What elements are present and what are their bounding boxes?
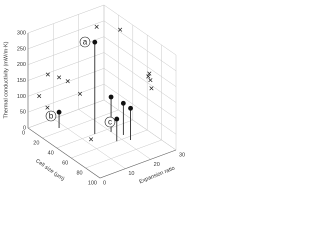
grid-line bbox=[53, 23, 126, 169]
annotation: a bbox=[83, 37, 88, 46]
z-axis-title: Thermal conductivity (mW/m·K) bbox=[3, 41, 9, 118]
point bbox=[89, 137, 94, 142]
annotation-badge bbox=[45, 110, 57, 122]
point bbox=[77, 91, 83, 96]
point bbox=[128, 105, 133, 111]
x-tick-label: 40 bbox=[48, 150, 54, 156]
grid-line bbox=[27, 4, 177, 56]
y-axis-title: Expansion ratio bbox=[138, 166, 175, 186]
point bbox=[37, 93, 42, 99]
grid-line bbox=[27, 99, 177, 151]
x-tick-label: 80 bbox=[76, 170, 82, 176]
point bbox=[118, 27, 123, 32]
annotation-badge bbox=[79, 36, 91, 48]
point bbox=[45, 105, 50, 110]
grid-line bbox=[103, 5, 177, 151]
annotation-badge bbox=[104, 116, 116, 128]
y-tick-label: 30 bbox=[179, 152, 185, 158]
grid-line bbox=[78, 14, 151, 160]
annotation: b bbox=[49, 111, 54, 120]
x-tick-label: 0 bbox=[22, 130, 25, 136]
point bbox=[92, 39, 98, 45]
x-tick-label: 60 bbox=[62, 160, 68, 166]
grid-line bbox=[27, 52, 177, 103]
point bbox=[108, 94, 114, 100]
point bbox=[146, 74, 151, 79]
x-axis-title: Cell size (μm) bbox=[34, 158, 65, 182]
z-tick-label: 300 bbox=[17, 30, 26, 36]
point bbox=[114, 116, 120, 122]
point bbox=[147, 71, 152, 76]
z-tick-label: 100 bbox=[17, 94, 26, 100]
point bbox=[57, 75, 62, 80]
y-tick-label: 20 bbox=[154, 162, 160, 168]
grid-line bbox=[27, 36, 177, 87]
chart: Thermal conductivity (mW/m·K) Cell size … bbox=[3, 4, 185, 186]
x-tick-label: 20 bbox=[33, 140, 39, 146]
x-tick-label: 100 bbox=[88, 180, 97, 186]
z-tick-label: 50 bbox=[20, 110, 26, 116]
grid-line bbox=[27, 83, 177, 135]
point bbox=[149, 86, 154, 91]
z-tick-label: 150 bbox=[17, 78, 26, 84]
point bbox=[45, 72, 50, 77]
point bbox=[120, 100, 126, 106]
y-tick-label: 10 bbox=[128, 171, 134, 177]
z-tick-label: 200 bbox=[17, 62, 26, 68]
point bbox=[94, 24, 99, 29]
z-tick-label: 250 bbox=[17, 46, 26, 52]
point bbox=[56, 109, 62, 115]
point bbox=[65, 79, 70, 84]
axis-line bbox=[27, 33, 177, 179]
grid-line bbox=[27, 20, 177, 72]
z-tick-label: 0 bbox=[23, 125, 26, 131]
point bbox=[148, 78, 153, 83]
annotation: c bbox=[108, 117, 112, 126]
y-tick-label: 0 bbox=[103, 180, 106, 186]
